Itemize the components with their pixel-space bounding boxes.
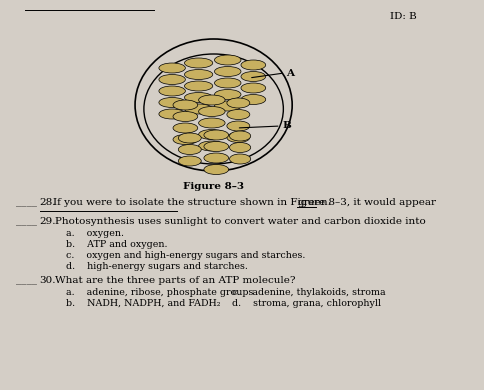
Ellipse shape — [227, 98, 249, 108]
Text: a.    adenine, ribose, phosphate groups: a. adenine, ribose, phosphate groups — [66, 288, 253, 297]
Text: If you were to isolate the structure shown in Figure 8–3, it would appear: If you were to isolate the structure sho… — [53, 198, 439, 207]
Text: b.    ATP and oxygen.: b. ATP and oxygen. — [66, 240, 167, 249]
Ellipse shape — [214, 101, 241, 111]
Ellipse shape — [203, 153, 228, 163]
Text: ____: ____ — [16, 217, 37, 226]
Text: ID: B: ID: B — [389, 12, 416, 21]
Ellipse shape — [178, 156, 201, 166]
Ellipse shape — [229, 154, 250, 164]
Text: green.: green. — [297, 198, 331, 207]
Text: ____: ____ — [16, 198, 37, 207]
Ellipse shape — [198, 129, 225, 140]
Ellipse shape — [178, 133, 201, 143]
Ellipse shape — [173, 123, 197, 133]
Text: 30.: 30. — [40, 276, 56, 285]
Text: Photosynthesis uses sunlight to convert water and carbon dioxide into: Photosynthesis uses sunlight to convert … — [55, 217, 424, 226]
Text: 28.: 28. — [40, 198, 56, 207]
Ellipse shape — [198, 141, 225, 151]
Text: 29.: 29. — [40, 217, 56, 226]
Ellipse shape — [198, 106, 225, 117]
Ellipse shape — [159, 109, 185, 119]
Text: A: A — [286, 69, 293, 78]
Ellipse shape — [203, 142, 228, 151]
Ellipse shape — [227, 121, 249, 131]
Ellipse shape — [214, 55, 241, 65]
Ellipse shape — [229, 142, 250, 152]
Text: What are the three parts of an ATP molecule?: What are the three parts of an ATP molec… — [55, 276, 295, 285]
Ellipse shape — [229, 131, 250, 141]
Ellipse shape — [184, 69, 212, 80]
Ellipse shape — [214, 89, 241, 99]
Text: d.    high-energy sugars and starches.: d. high-energy sugars and starches. — [66, 262, 248, 271]
Text: ____: ____ — [16, 276, 37, 285]
Ellipse shape — [159, 63, 185, 73]
Text: B: B — [282, 122, 291, 131]
Ellipse shape — [241, 60, 265, 70]
Ellipse shape — [203, 165, 228, 174]
Ellipse shape — [198, 95, 225, 105]
Ellipse shape — [227, 133, 249, 142]
Ellipse shape — [241, 71, 265, 82]
Ellipse shape — [198, 118, 225, 128]
Text: d.    stroma, grana, chlorophyll: d. stroma, grana, chlorophyll — [232, 299, 380, 308]
Ellipse shape — [227, 110, 249, 119]
Ellipse shape — [241, 94, 265, 105]
Text: c.    adenine, thylakoids, stroma: c. adenine, thylakoids, stroma — [232, 288, 385, 297]
Ellipse shape — [159, 98, 185, 108]
Ellipse shape — [203, 130, 228, 140]
Ellipse shape — [184, 58, 212, 68]
Ellipse shape — [178, 145, 201, 154]
Text: b.    NADH, NADPH, and FADH₂: b. NADH, NADPH, and FADH₂ — [66, 299, 220, 308]
Ellipse shape — [184, 92, 212, 103]
Ellipse shape — [173, 112, 197, 122]
Text: Figure 8–3: Figure 8–3 — [183, 182, 243, 191]
Ellipse shape — [241, 83, 265, 93]
Ellipse shape — [173, 135, 197, 145]
Ellipse shape — [214, 67, 241, 76]
Text: a.    oxygen.: a. oxygen. — [66, 229, 124, 238]
Ellipse shape — [184, 81, 212, 91]
Ellipse shape — [159, 86, 185, 96]
Ellipse shape — [173, 100, 197, 110]
Ellipse shape — [184, 104, 212, 114]
Text: c.    oxygen and high-energy sugars and starches.: c. oxygen and high-energy sugars and sta… — [66, 251, 305, 260]
Ellipse shape — [214, 78, 241, 88]
Ellipse shape — [159, 74, 185, 85]
